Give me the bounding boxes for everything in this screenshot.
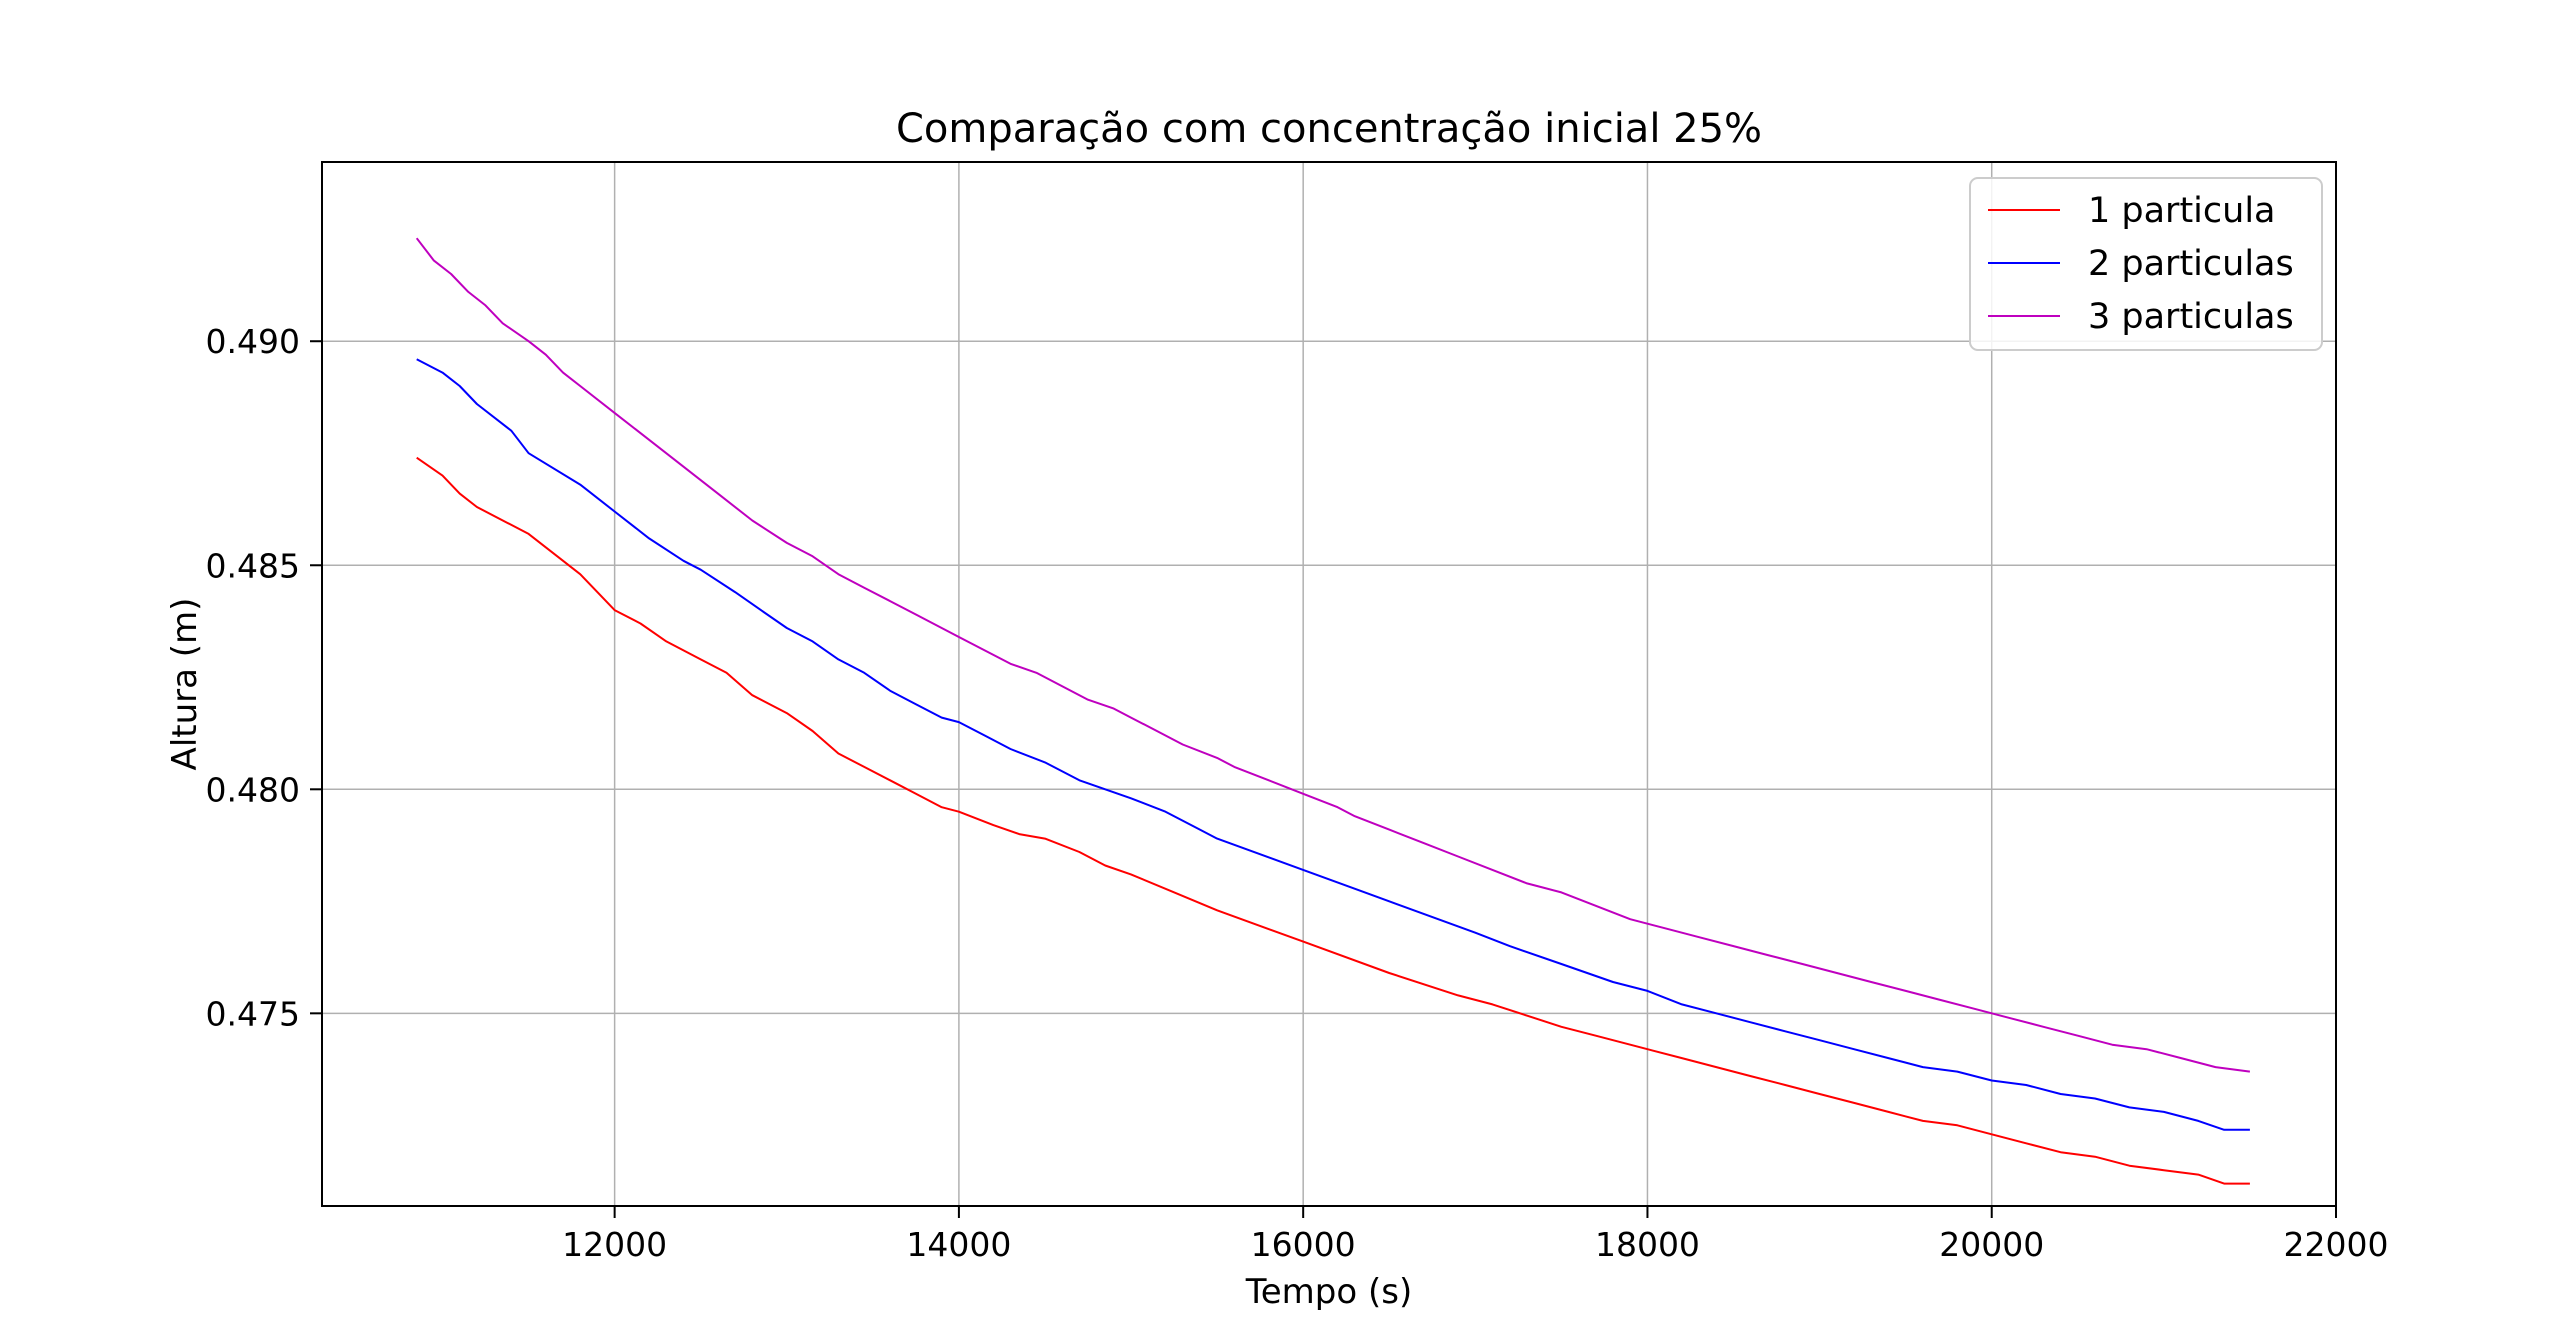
legend-box [1969,177,2323,351]
legend-label: 3 particulas [2088,297,2294,337]
plot-frame [321,161,2337,1207]
x-tick-label: 20000 [1939,1225,2044,1264]
chart-title: Comparação com concentração inicial 25% [896,106,1762,152]
x-axis-label: Tempo (s) [1245,1272,1412,1312]
x-tick-label: 14000 [906,1225,1011,1264]
series-line-3 [415,237,2251,1073]
legend-label: 2 particulas [2088,244,2294,284]
legend-label: 1 particula [2088,191,2276,231]
y-axis-label: Altura (m) [165,598,205,771]
series-lines [415,237,2251,1185]
series-line-2 [416,358,2250,1131]
y-tick-label: 0.480 [206,770,300,809]
series-line-1 [416,456,2250,1185]
legend: 1 particula 2 particulas 3 particulas [1969,177,2323,351]
y-tick-label: 0.490 [206,322,300,361]
x-tick-label: 22000 [2284,1225,2389,1264]
x-tick-label: 16000 [1251,1225,1356,1264]
x-tick-label: 12000 [562,1225,667,1264]
x-tick-label: 18000 [1595,1225,1700,1264]
axis-ticks: 12000 14000 16000 18000 20000 22000 0.475 0.480… [206,322,2389,1264]
y-tick-label: 0.485 [206,546,300,585]
y-tick-label: 0.475 [206,994,300,1033]
